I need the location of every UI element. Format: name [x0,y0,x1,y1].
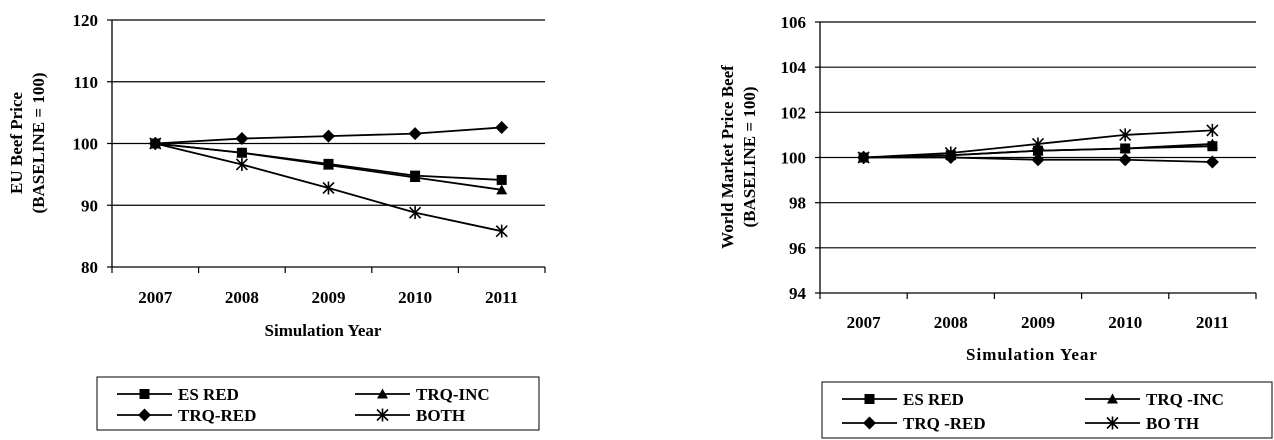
legend-item: BO TH [1085,414,1199,433]
y-tick-label: 104 [781,58,807,77]
data-point [944,146,957,160]
data-point [496,174,507,185]
x-tick-labels: 2007 2008 2009 2010 2011 [847,313,1229,332]
y-tick-label: 100 [781,149,807,168]
data-point [149,137,162,150]
x-tick-label: 2009 [312,288,346,307]
data-point [1119,128,1132,142]
x-tick-label: 2010 [1108,313,1142,332]
data-point [495,224,508,238]
axes [107,19,546,273]
legend-left: ES RED TRQ-INC TRQ-RED BOTH [96,376,540,431]
legend-label: TRQ -INC [1146,390,1224,409]
gridlines [112,19,545,206]
legend-item: ES RED [842,390,964,409]
data-point [1206,138,1218,149]
legend-marker [1107,393,1118,404]
y-tick-label: 106 [781,13,807,32]
axes [815,21,1257,299]
y-axis-title-line2: (BASELINE = 100) [740,87,759,228]
series-both [149,137,508,238]
legend-item: ES RED [117,385,239,404]
series-group [857,123,1219,169]
x-tick-label: 2011 [485,288,518,307]
y-tick-label: 96 [789,239,806,258]
series-both [857,123,1219,164]
series-trq-red [148,120,509,150]
y-tick-label: 100 [73,135,99,154]
data-point [235,157,248,171]
x-tick-labels: 2007 2008 2009 2010 2011 [138,288,518,307]
legend-item: TRQ-RED [117,406,256,425]
data-point [1031,137,1045,151]
x-tick-label: 2010 [398,288,432,307]
legend-label: TRQ-INC [416,385,490,404]
data-point [409,206,422,220]
y-tick-labels: 94 96 98 100 102 104 106 [781,13,807,303]
data-point [322,181,335,195]
legend-frame [96,376,540,431]
legend-label: BOTH [416,406,465,425]
legend-label: BO TH [1146,414,1199,433]
series-trq-red [857,151,1219,169]
series-group [148,120,509,238]
x-axis-title: Simulation Year [966,345,1098,364]
data-point [235,132,249,146]
legend-frame [821,381,1273,439]
data-point [409,171,421,182]
data-point [322,129,335,143]
x-tick-label: 2007 [138,288,173,307]
legend-item: BOTH [355,406,465,425]
legend-right: ES RED TRQ -INC TRQ -RED BO TH [821,381,1273,439]
legend-item: TRQ -INC [1085,390,1224,409]
data-point [1031,153,1045,167]
gridlines [820,21,1256,249]
y-tick-label: 102 [781,103,807,122]
legend-marker [863,416,876,430]
x-tick-label: 2008 [225,288,259,307]
y-tick-label: 98 [789,194,806,213]
y-axis-title-line1: World Market Price Beef [718,65,737,249]
y-axis-title-line1: EU Beef Price [7,92,26,194]
legend-marker [864,394,875,404]
y-tick-label: 110 [73,73,98,92]
legend-item: TRQ-INC [355,385,490,404]
y-tick-labels: 80 90 100 110 120 [73,11,99,277]
legend-label: ES RED [178,385,239,404]
data-point [1118,153,1132,167]
x-tick-label: 2009 [1021,313,1055,332]
x-tick-label: 2008 [934,313,968,332]
data-point [1206,123,1219,137]
y-axis-title-line2: (BASELINE = 100) [29,73,48,214]
data-point [236,147,248,158]
legend-label: ES RED [903,390,964,409]
y-tick-label: 80 [81,258,98,277]
eu-beef-price-chart: 80 90 100 110 120 2007 2008 2009 2010 2011 Simul… [7,11,546,340]
data-point [495,120,509,134]
y-tick-label: 120 [73,11,99,30]
legend-marker [139,389,150,399]
legend-marker [138,408,151,422]
x-tick-label: 2011 [1196,313,1229,332]
y-tick-label: 94 [789,284,807,303]
y-tick-label: 90 [81,196,98,215]
legend-marker [376,408,389,422]
legend-item: TRQ -RED [842,414,986,433]
data-point [408,127,422,141]
data-point [1205,155,1219,169]
x-axis-title: Simulation Year [265,321,382,340]
x-tick-label: 2007 [847,313,882,332]
legend-marker [377,388,388,399]
data-point [323,159,334,170]
legend-label: TRQ-RED [178,406,256,425]
data-point [1119,142,1131,153]
data-point [496,184,508,195]
legend-marker [1106,416,1119,430]
legend-label: TRQ -RED [903,414,986,433]
data-point [857,151,870,164]
